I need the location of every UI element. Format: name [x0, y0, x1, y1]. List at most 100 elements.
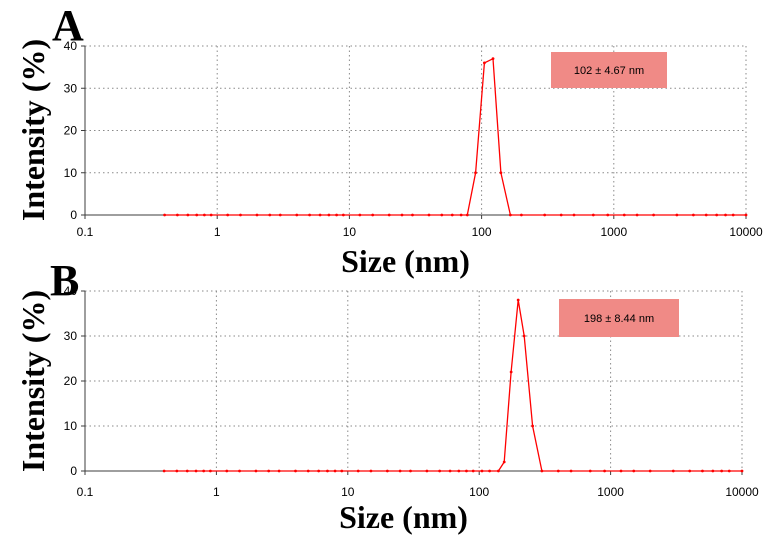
panel-b: 0 10 20 30 40 0.1 1 10 100 1000 10000 198 ± 8.44 nm… [15, 256, 759, 535]
data-point [425, 469, 429, 473]
data-point [711, 469, 715, 473]
data-point [254, 469, 258, 473]
data-point [195, 213, 199, 217]
data-point [648, 469, 652, 473]
data-point [268, 213, 272, 217]
data-point [540, 469, 544, 473]
x-tick-label: 0.1 [77, 485, 94, 499]
data-point [411, 213, 414, 217]
data-point [385, 469, 389, 473]
data-point [356, 469, 360, 473]
panel-b-letter: B [50, 256, 79, 305]
data-point [318, 213, 322, 217]
data-point [398, 469, 402, 473]
x-tick-label: 100 [469, 485, 489, 499]
panel-b-annotation-box [559, 299, 679, 337]
data-point [622, 213, 626, 217]
y-tick-label: 10 [64, 166, 78, 180]
data-point [480, 469, 484, 473]
data-point [358, 213, 362, 217]
panel-a-series-line [164, 57, 746, 216]
y-tick-label: 30 [64, 329, 78, 343]
data-point [369, 469, 373, 473]
y-tick-label: 40 [64, 39, 78, 53]
data-point [701, 469, 704, 473]
panel-a-series-points [163, 57, 748, 217]
data-point [569, 469, 573, 473]
data-point [327, 213, 331, 217]
data-point [731, 213, 735, 217]
data-point [502, 460, 506, 464]
data-point [306, 469, 310, 473]
data-point [508, 213, 512, 217]
panel-a-annotation-box [551, 52, 667, 88]
data-point [483, 61, 486, 65]
panel-b-annotation-text: 198 ± 8.44 nm [584, 313, 654, 325]
x-tick-label: 10 [343, 225, 357, 239]
data-point [744, 213, 748, 217]
data-point [465, 469, 468, 473]
data-point [267, 469, 271, 473]
data-point [175, 469, 179, 473]
data-point [715, 213, 719, 217]
data-point [185, 469, 189, 473]
data-point [308, 213, 312, 217]
data-point [440, 213, 444, 217]
data-point [704, 213, 708, 217]
data-point [591, 213, 595, 217]
data-point [572, 213, 576, 217]
data-point [194, 469, 198, 473]
panel-a-annotation-text: 102 ± 4.67 nm [574, 65, 644, 77]
data-point [209, 213, 213, 217]
data-point [326, 469, 329, 473]
data-point [400, 213, 404, 217]
panel-a-x-axis-title: Size (nm) [341, 243, 470, 279]
x-tick-label: 10000 [729, 225, 763, 239]
data-point [371, 213, 375, 217]
data-point [519, 213, 523, 217]
data-point [619, 469, 623, 473]
x-tick-label: 10000 [725, 485, 759, 499]
data-point [277, 469, 281, 473]
data-point [635, 213, 639, 217]
data-point [176, 213, 179, 217]
panel-b-x-axis-title: Size (nm) [339, 499, 468, 535]
panel-a: 0 10 20 30 40 0.1 1 10 100 1000 10000 102 ± 4.67 nm… [15, 1, 763, 279]
data-point [457, 469, 461, 473]
data-point [333, 469, 337, 473]
data-point [295, 213, 299, 217]
data-point [603, 469, 606, 473]
data-point [225, 469, 229, 473]
x-tick-label: 1000 [600, 225, 627, 239]
data-point [202, 213, 206, 217]
y-tick-label: 10 [64, 419, 78, 433]
data-point [471, 469, 475, 473]
data-point [162, 469, 166, 473]
y-tick-label: 0 [70, 208, 77, 222]
y-tick-label: 40 [64, 284, 78, 298]
panel-a-y-axis-title: Intensity (%) [15, 39, 51, 221]
panel-a-letter: A [52, 1, 84, 50]
data-point [278, 213, 282, 217]
data-point [488, 469, 492, 473]
data-point [671, 469, 675, 473]
y-tick-label: 20 [64, 124, 78, 138]
data-point [340, 469, 344, 473]
data-point [335, 213, 338, 217]
data-point [202, 469, 206, 473]
panel-b-series-points [162, 298, 744, 473]
data-point [691, 213, 695, 217]
data-point [556, 469, 560, 473]
data-point [606, 213, 610, 217]
x-tick-label: 0.1 [77, 225, 94, 239]
x-tick-label: 10 [341, 485, 355, 499]
data-point [740, 469, 744, 473]
data-point [409, 469, 412, 473]
data-point [652, 213, 655, 217]
data-point [499, 171, 503, 175]
data-point [675, 213, 679, 217]
data-point [341, 213, 345, 217]
y-tick-label: 0 [70, 464, 77, 478]
